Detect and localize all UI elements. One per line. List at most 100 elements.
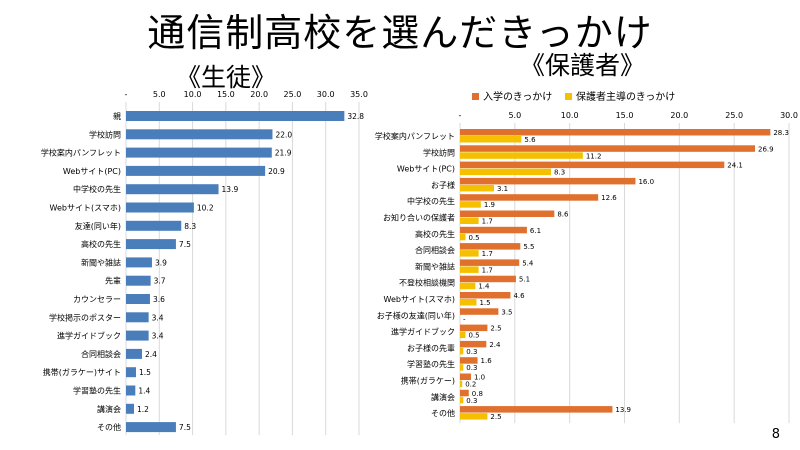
bar bbox=[460, 347, 464, 355]
value-label: 7.5 bbox=[179, 240, 191, 249]
bar bbox=[460, 129, 771, 136]
category-label: お子様の友達(同い年) bbox=[377, 310, 455, 320]
category-label: 学校案内パンフレット bbox=[375, 131, 455, 141]
category-label: Webサイト(PC) bbox=[397, 165, 455, 174]
value-label: 11.2 bbox=[586, 152, 602, 160]
value-label: 24.1 bbox=[727, 162, 743, 170]
value-label: 1.4 bbox=[478, 283, 490, 291]
category-label: Webサイト(スマホ) bbox=[50, 204, 121, 213]
x-tick-label: 15.0 bbox=[616, 111, 634, 120]
value-label: 2.5 bbox=[490, 413, 501, 421]
value-label: 21.9 bbox=[275, 149, 292, 158]
category-label: 携帯(ガラケー)サイト bbox=[43, 367, 121, 377]
value-label: 3.4 bbox=[152, 332, 164, 341]
category-label: 中学校の先生 bbox=[407, 196, 455, 206]
x-tick-label: 25.0 bbox=[725, 111, 743, 120]
category-label: Webサイト(スマホ) bbox=[384, 295, 455, 304]
bar bbox=[460, 364, 464, 371]
bar bbox=[126, 184, 219, 195]
category-label: その他 bbox=[97, 422, 121, 432]
x-tick-label: 30.0 bbox=[317, 90, 335, 99]
category-label: 新聞や雑誌 bbox=[81, 257, 121, 267]
bar bbox=[460, 250, 479, 257]
category-label: 中学校の先生 bbox=[73, 184, 121, 194]
value-label: 3.4 bbox=[152, 313, 164, 322]
category-label: Webサイト(PC) bbox=[63, 167, 121, 176]
value-label: 20.9 bbox=[268, 167, 285, 176]
category-label: お子様 bbox=[431, 180, 455, 190]
bar bbox=[460, 152, 583, 159]
bar bbox=[126, 385, 136, 396]
bar bbox=[460, 380, 463, 387]
value-label: 1.7 bbox=[482, 266, 493, 274]
page-number: 8 bbox=[771, 427, 780, 442]
category-label: お子様の先輩 bbox=[407, 343, 455, 353]
legend-swatch bbox=[472, 93, 479, 100]
value-label: 3.7 bbox=[154, 277, 166, 286]
value-label: 0.3 bbox=[466, 364, 477, 372]
value-label: 26.9 bbox=[758, 145, 774, 153]
category-label: 携帯(ガラケー) bbox=[401, 376, 455, 386]
bar bbox=[460, 243, 521, 250]
bar bbox=[460, 194, 599, 201]
value-label: 0.8 bbox=[472, 390, 483, 398]
value-label: 0.3 bbox=[466, 348, 477, 356]
value-label: 22.0 bbox=[275, 130, 292, 139]
value-label: 5.5 bbox=[523, 243, 534, 251]
x-tick-label: 10.0 bbox=[561, 111, 579, 120]
value-label: 1.2 bbox=[137, 405, 149, 414]
category-label: 友達(同い年) bbox=[75, 221, 121, 231]
bar bbox=[460, 168, 552, 176]
value-label: 10.2 bbox=[197, 204, 214, 213]
bar bbox=[126, 422, 176, 433]
category-label: 学習塾の先生 bbox=[73, 386, 121, 396]
value-label: 2.5 bbox=[490, 325, 501, 333]
bar bbox=[126, 239, 176, 250]
bar bbox=[126, 403, 134, 414]
value-label: 8.3 bbox=[184, 222, 196, 231]
bar bbox=[460, 331, 466, 339]
value-label: 1.5 bbox=[139, 368, 151, 377]
value-label: 28.3 bbox=[773, 129, 789, 137]
x-tick-label: 25.0 bbox=[284, 90, 302, 99]
value-label: 2.4 bbox=[489, 341, 501, 349]
student-chart-title: 《生徒》 bbox=[176, 63, 277, 92]
category-label: 学校訪問 bbox=[89, 129, 121, 139]
legend-label: 保護者主導のきっかけ bbox=[576, 90, 675, 103]
bar bbox=[460, 299, 477, 306]
category-label: 学校掲示のポスター bbox=[49, 312, 121, 322]
bar bbox=[126, 312, 149, 323]
bar bbox=[126, 257, 152, 268]
category-label: 高校の先生 bbox=[81, 239, 121, 249]
value-label: 2.4 bbox=[145, 350, 157, 359]
value-label: - bbox=[463, 315, 466, 323]
value-label: 32.8 bbox=[347, 112, 364, 121]
legend-swatch bbox=[565, 93, 572, 100]
category-label: 進学ガイドブック bbox=[57, 331, 121, 341]
value-label: 1.4 bbox=[138, 387, 150, 396]
category-label: 新聞や雑誌 bbox=[415, 261, 455, 271]
bar bbox=[460, 406, 613, 413]
bar bbox=[460, 233, 466, 241]
bar bbox=[460, 217, 479, 224]
x-tick-label: 5.0 bbox=[153, 90, 166, 99]
category-label: 親 bbox=[113, 111, 121, 121]
value-label: 6.1 bbox=[530, 227, 541, 235]
bar bbox=[126, 367, 136, 378]
category-label: 不登校相談機関 bbox=[399, 278, 455, 288]
bar bbox=[460, 201, 481, 208]
bar bbox=[460, 396, 464, 404]
bar bbox=[126, 147, 272, 158]
category-label: 講演会 bbox=[431, 392, 455, 402]
category-label: 学習塾の先生 bbox=[407, 359, 455, 369]
x-tick-label: 5.0 bbox=[508, 111, 521, 120]
bar bbox=[460, 210, 555, 217]
bar bbox=[126, 220, 182, 231]
value-label: 13.9 bbox=[615, 406, 631, 414]
value-label: 0.5 bbox=[468, 234, 479, 242]
bar bbox=[126, 165, 266, 176]
bar bbox=[460, 259, 520, 266]
value-label: 1.7 bbox=[482, 250, 493, 258]
